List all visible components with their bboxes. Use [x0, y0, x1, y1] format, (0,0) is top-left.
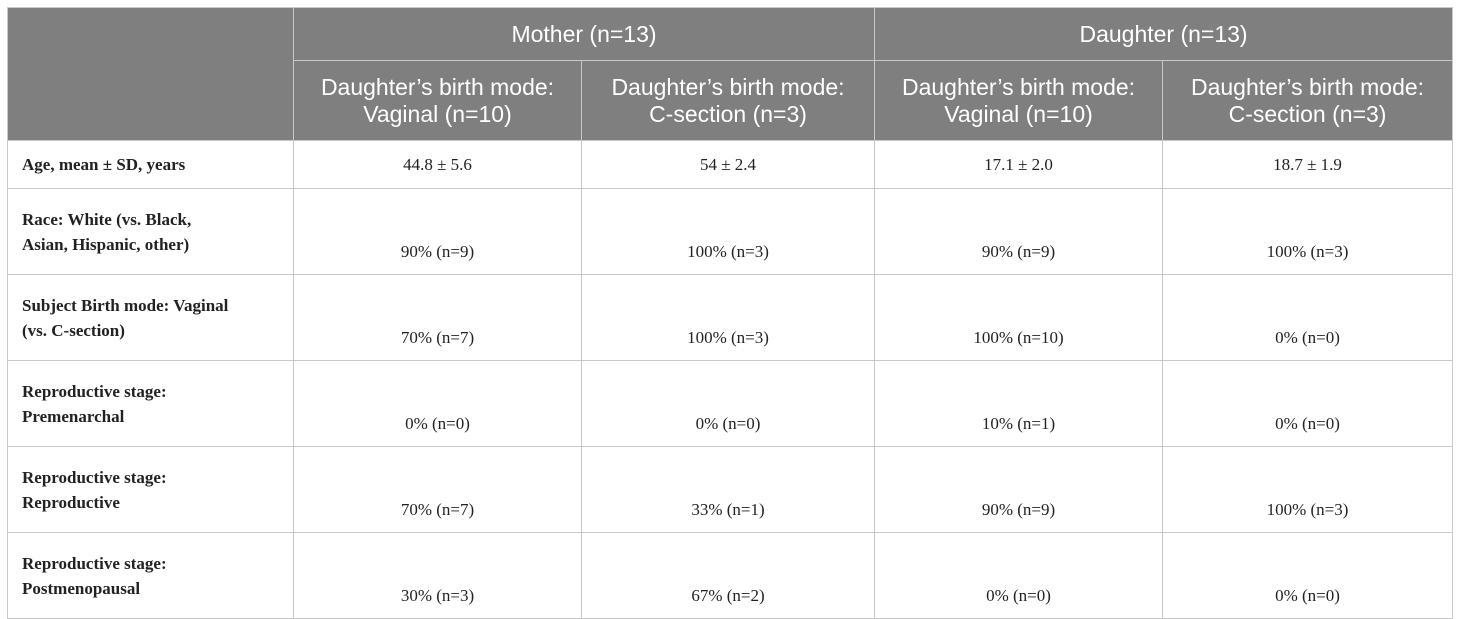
header-line: C-section (n=3): [1228, 100, 1387, 127]
table-cell: 0% (n=0): [293, 360, 582, 447]
table-cell: 100% (n=3): [1162, 188, 1454, 275]
table-cell: 0% (n=0): [874, 532, 1164, 619]
header-line: Daughter’s birth mode:: [901, 73, 1136, 100]
table-cell: 90% (n=9): [293, 188, 582, 275]
table-cell: 90% (n=9): [874, 446, 1164, 533]
table-header: Mother (n=13) Daughter (n=13) Daughter’s…: [7, 7, 1454, 141]
table-row-postmenopausal: Reproductive stage: Postmenopausal 30% (…: [7, 532, 1454, 619]
table-cell: 0% (n=0): [580, 360, 876, 447]
table-cell: 70% (n=7): [293, 274, 582, 361]
group-header-row: Mother (n=13) Daughter (n=13): [7, 7, 1454, 141]
table-cell: 70% (n=7): [293, 446, 582, 533]
mother-csection-header: Daughter’s birth mode: C-section (n=3): [580, 60, 876, 141]
row-label-line: Subject Birth mode: Vaginal: [22, 295, 229, 315]
table-cell: 0% (n=0): [1162, 532, 1454, 619]
table-cell: 54 ± 2.4: [580, 140, 876, 189]
table-cell: 67% (n=2): [580, 532, 876, 619]
header-line: Daughter’s birth mode:: [320, 73, 555, 100]
mother-vaginal-header: Daughter’s birth mode: Vaginal (n=10): [293, 60, 582, 141]
mother-group-header: Mother (n=13): [292, 7, 876, 61]
row-label-line: Reproductive stage:: [22, 553, 167, 573]
table-cell: 18.7 ± 1.9: [1162, 140, 1454, 189]
row-label-line: Age, mean ± SD, years: [22, 155, 186, 174]
table-cell: 10% (n=1): [874, 360, 1164, 447]
row-label-line: Reproductive stage:: [22, 467, 167, 487]
table-row-reproductive: Reproductive stage: Reproductive 70% (n=…: [7, 446, 1454, 533]
row-label: Reproductive stage: Postmenopausal: [7, 532, 294, 619]
row-label: Subject Birth mode: Vaginal (vs. C-secti…: [7, 274, 294, 361]
row-label-line: Asian, Hispanic, other): [22, 234, 190, 254]
row-label-line: Postmenopausal: [22, 578, 141, 598]
table-cell: 0% (n=0): [1162, 360, 1454, 447]
table-cell: 100% (n=3): [580, 274, 876, 361]
table-row-premenarchal: Reproductive stage: Premenarchal 0% (n=0…: [7, 360, 1454, 447]
table-cell: 100% (n=10): [874, 274, 1164, 361]
header-line: Vaginal (n=10): [363, 100, 512, 127]
header-line: Daughter’s birth mode:: [1190, 73, 1425, 100]
daughter-vaginal-header: Daughter’s birth mode: Vaginal (n=10): [874, 60, 1164, 141]
sub-header-row: Daughter’s birth mode: Vaginal (n=10) Da…: [8, 60, 1454, 141]
header-line: Vaginal (n=10): [944, 100, 1093, 127]
row-label-line: Premenarchal: [22, 406, 125, 426]
table-cell: 100% (n=3): [580, 188, 876, 275]
table-container: Mother (n=13) Daughter (n=13) Daughter’s…: [7, 7, 1454, 619]
header-line: Daughter’s birth mode:: [611, 73, 845, 100]
row-label: Reproductive stage: Reproductive: [7, 446, 294, 533]
row-label: Reproductive stage: Premenarchal: [7, 360, 294, 447]
table-cell: 30% (n=3): [293, 532, 582, 619]
table-cell: 44.8 ± 5.6: [293, 140, 582, 189]
table-row-race: Race: White (vs. Black, Asian, Hispanic,…: [7, 188, 1454, 275]
table-cell: 100% (n=3): [1162, 446, 1454, 533]
corner-header-cell: [7, 7, 294, 141]
table-cell: 0% (n=0): [1162, 274, 1454, 361]
row-label: Age, mean ± SD, years: [7, 140, 294, 189]
table-body: Age, mean ± SD, years 44.8 ± 5.6 54 ± 2.…: [7, 140, 1454, 619]
row-label-line: Reproductive stage:: [22, 381, 167, 401]
daughter-group-header: Daughter (n=13): [874, 7, 1454, 61]
row-label: Race: White (vs. Black, Asian, Hispanic,…: [7, 188, 294, 275]
row-label-line: (vs. C-section): [22, 320, 125, 340]
row-label-line: Race: White (vs. Black,: [22, 209, 192, 229]
daughter-csection-header: Daughter’s birth mode: C-section (n=3): [1162, 60, 1454, 141]
demographics-table: Mother (n=13) Daughter (n=13) Daughter’s…: [7, 7, 1454, 619]
table-cell: 90% (n=9): [874, 188, 1164, 275]
table-row-birth-mode: Subject Birth mode: Vaginal (vs. C-secti…: [7, 274, 1454, 361]
table-row-age: Age, mean ± SD, years 44.8 ± 5.6 54 ± 2.…: [7, 140, 1454, 189]
row-label-line: Reproductive: [22, 492, 120, 512]
table-cell: 33% (n=1): [580, 446, 876, 533]
header-line: C-section (n=3): [649, 100, 807, 127]
table-cell: 17.1 ± 2.0: [874, 140, 1164, 189]
